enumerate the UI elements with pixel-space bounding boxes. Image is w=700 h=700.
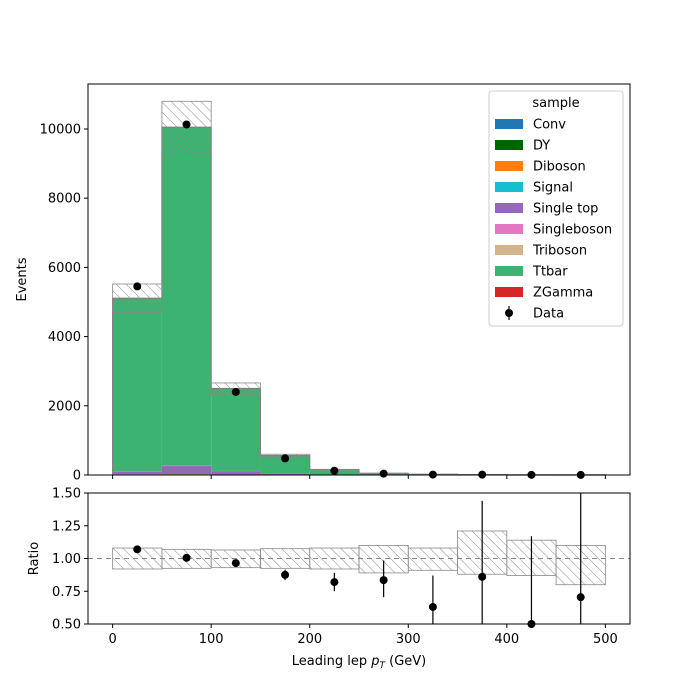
legend-title: sample [532, 96, 579, 111]
bar-ttbar-2 [211, 388, 261, 471]
ratio-point-5 [379, 576, 388, 585]
legend-swatch-zgamma [495, 287, 523, 297]
x-axis-label-prefix: Leading lep [292, 654, 371, 669]
ratio-point-9 [576, 593, 585, 602]
ratio-xtick-label-400: 400 [494, 632, 519, 647]
bar-single-top-0 [112, 471, 162, 475]
x-axis-label: Leading lep pT (GeV) [292, 654, 426, 671]
ratio-point-4 [330, 578, 339, 587]
x-axis-label-sub: T [379, 661, 386, 671]
main-axes-frame [87, 83, 631, 476]
bar-ttbar-3 [260, 455, 310, 474]
ratio-point-7 [478, 572, 487, 581]
bar-single-top-2 [211, 471, 261, 475]
main-panel: 0 2000 4000 6000 8000 10000 Events [15, 83, 631, 484]
legend-swatch-signal [495, 182, 523, 192]
ratio-panel: 0.50 0.75 1.00 1.25 1.50 0 100 200 300 400 500 Ra… [27, 487, 631, 671]
ratio-ytick-label-1.00: 1.00 [52, 552, 81, 567]
legend-swatch-single-top [495, 203, 523, 213]
legend-label-diboson: Diboson [533, 160, 586, 175]
legend-label-single-top: Single top [533, 202, 598, 217]
data-point-3 [281, 454, 290, 463]
legend-label-dy: DY [533, 139, 550, 154]
legend-swatch-diboson [495, 161, 523, 171]
legend-swatch-dy [495, 140, 523, 150]
data-point-2 [231, 387, 240, 396]
ratio-point-6 [428, 602, 437, 611]
legend-items: Conv DY Diboson Signal Single top Singleboson… [495, 118, 612, 322]
ratio-ytick-label-0.50: 0.50 [52, 618, 81, 633]
legend-label-conv: Conv [533, 118, 566, 133]
ratio-x-ticks: 0 100 200 300 400 500 [108, 624, 618, 647]
bar-single-top-1 [161, 466, 212, 474]
ratio-xtick-label-100: 100 [199, 632, 224, 647]
ratio-y-ticks: 0.50 0.75 1.00 1.25 1.50 [52, 487, 88, 633]
ratio-ytick-label-1.50: 1.50 [52, 487, 81, 502]
main-ytick-label-10000: 10000 [40, 122, 81, 137]
legend-swatch-conv [495, 119, 523, 129]
main-ytick-label-4000: 4000 [48, 330, 81, 345]
legend-label-signal: Signal [533, 181, 573, 196]
data-point-4 [330, 466, 339, 475]
x-axis-label-p: p [370, 654, 379, 669]
data-point-5 [379, 469, 388, 478]
ratio-points [133, 493, 585, 628]
bar-ttbar-0 [112, 298, 162, 472]
x-axis-label-unit: (GeV) [385, 654, 426, 669]
main-ytick-label-0: 0 [73, 469, 81, 484]
ratio-point-3 [281, 570, 290, 579]
ratio-xtick-label-200: 200 [297, 632, 322, 647]
ratio-xtick-label-0: 0 [108, 632, 116, 647]
main-y-ticks: 0 2000 4000 6000 8000 10000 [40, 122, 88, 484]
ratio-xtick-label-300: 300 [396, 632, 421, 647]
main-y-axis-label: Events [15, 257, 30, 301]
legend-label-data: Data [533, 307, 564, 322]
legend-swatch-triboson [495, 245, 523, 255]
ratio-band-bin-3 [260, 548, 311, 569]
bar-single-top-3 [260, 473, 310, 475]
main-x-ticks [112, 475, 606, 479]
bar-ttbar-1 [161, 127, 212, 466]
data-point-1 [182, 120, 191, 129]
ratio-xtick-label-500: 500 [593, 632, 618, 647]
legend-label-triboson: Triboson [532, 244, 587, 259]
legend: sample Conv DY Diboson Signal Single top Sing… [488, 90, 624, 327]
legend-label-zgamma: ZGamma [533, 286, 593, 301]
ratio-point-1 [182, 553, 191, 562]
legend-label-ttbar: Ttbar [532, 265, 568, 280]
legend-swatch-singleboson [495, 224, 523, 234]
ratio-ytick-label-0.75: 0.75 [52, 585, 81, 600]
legend-data-marker [505, 309, 513, 317]
ratio-y-axis-label: Ratio [27, 542, 42, 575]
ratio-point-2 [231, 559, 240, 568]
ratio-band-bin-6 [407, 547, 458, 571]
data-point-0 [133, 282, 142, 291]
main-ytick-label-2000: 2000 [48, 399, 81, 414]
main-ytick-label-6000: 6000 [48, 261, 81, 276]
ratio-ytick-label-1.25: 1.25 [52, 519, 81, 534]
ratio-point-0 [133, 545, 142, 554]
legend-label-singleboson: Singleboson [533, 223, 612, 238]
main-ytick-label-8000: 8000 [48, 192, 81, 207]
legend-swatch-ttbar [495, 266, 523, 276]
